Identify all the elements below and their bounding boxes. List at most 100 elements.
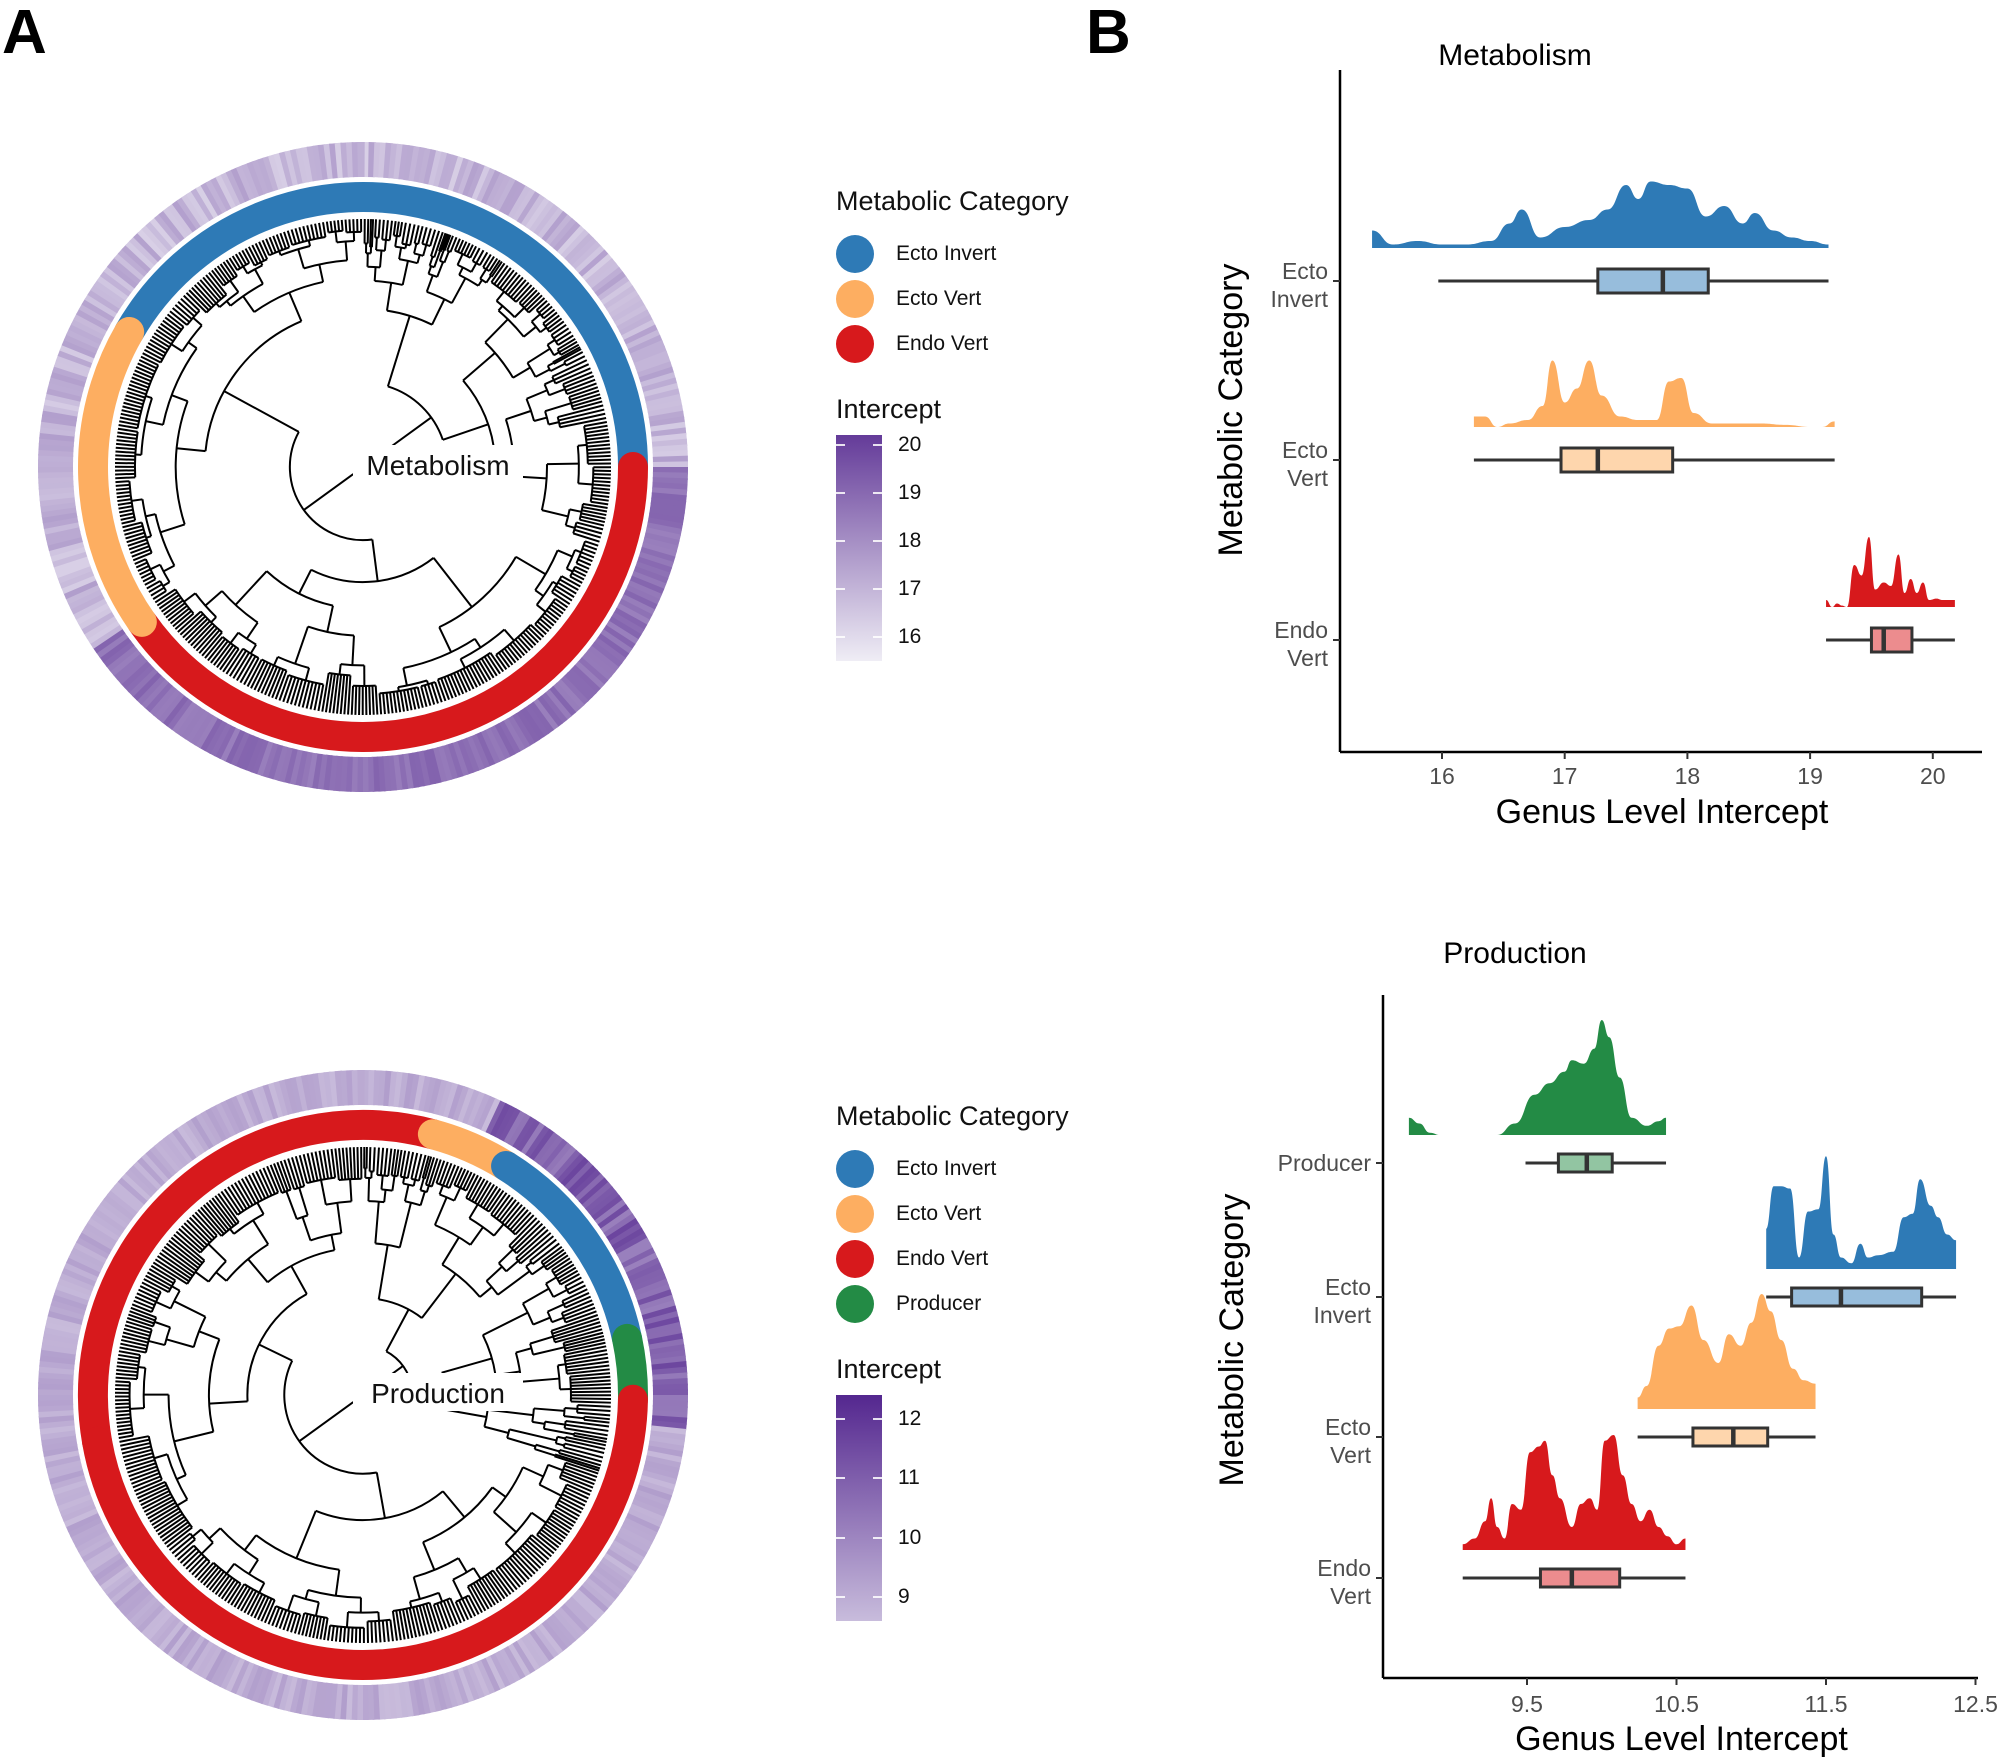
tree-branch — [509, 643, 523, 659]
tree-branch — [551, 1317, 600, 1335]
tree-branch — [535, 299, 548, 311]
tree-branch — [535, 1443, 560, 1453]
heatmap-cell — [577, 1585, 609, 1614]
heatmap-cell — [401, 1681, 414, 1718]
tree-branch — [196, 281, 217, 304]
tree-branch — [525, 294, 543, 311]
tree-branch — [159, 1518, 187, 1539]
tree-branch — [188, 1555, 205, 1573]
tree-branch — [148, 1339, 166, 1347]
tree-branch — [166, 313, 185, 328]
heatmap-cell — [631, 570, 667, 591]
tree-branch — [534, 589, 544, 597]
tree-branch — [530, 313, 541, 323]
heatmap-cell — [57, 1276, 93, 1296]
heatmap-cell — [528, 1629, 555, 1663]
tree-branch — [570, 1379, 611, 1384]
tree-branch — [512, 366, 531, 379]
tree-branch — [163, 1245, 197, 1272]
tree-branch — [564, 1442, 605, 1455]
heatmap-cell — [490, 1102, 513, 1138]
tree-branch — [116, 490, 131, 495]
tree-branch — [163, 564, 175, 573]
heatmap-cell — [184, 1637, 210, 1671]
heatmap-cell — [474, 1659, 496, 1695]
tree-branch — [506, 645, 520, 661]
tree-branch — [172, 610, 192, 628]
heatmap-cell — [316, 1681, 328, 1718]
heatmap-cell — [58, 569, 95, 589]
heatmap-cell — [53, 359, 90, 378]
tree-branch — [137, 362, 156, 373]
tree-branch — [495, 1568, 515, 1593]
tree-branch — [149, 1504, 178, 1523]
tree-branch — [131, 1303, 153, 1313]
tree-branch — [310, 1152, 319, 1181]
heatmap-cell — [61, 574, 97, 594]
heatmap-cell — [194, 1642, 218, 1677]
tree-branch — [439, 1601, 451, 1628]
heatmap-cell — [549, 1146, 578, 1178]
heatmap-cell — [293, 1678, 308, 1715]
tree-branch — [193, 284, 215, 307]
heatmap-cell — [644, 388, 681, 404]
heatmap-cell — [647, 517, 684, 531]
box-iqr — [1790, 1286, 1924, 1308]
tree-branch — [162, 319, 180, 334]
tree-branch — [586, 439, 610, 445]
tree-branch — [128, 1313, 155, 1325]
tree-branch — [430, 682, 439, 704]
heatmap-cell — [574, 661, 605, 690]
heatmap-cell — [640, 1299, 676, 1317]
tree-branch — [542, 311, 558, 325]
heatmap-cell — [608, 294, 643, 319]
tree-branch — [544, 1420, 566, 1426]
heatmap-cell — [643, 382, 679, 399]
tree-branch — [527, 626, 542, 641]
tree-branch — [535, 368, 551, 378]
tree-branch — [398, 258, 418, 265]
tree-branch — [338, 1148, 344, 1180]
tree-branch — [237, 631, 257, 646]
tree-branch — [469, 1584, 487, 1612]
tree-branch — [116, 435, 137, 440]
tree-branch — [578, 503, 584, 520]
tree-branch — [230, 1583, 246, 1606]
heatmap-cell — [45, 1458, 82, 1474]
x-tick-label: 19 — [1797, 763, 1823, 789]
heatmap-cell — [39, 431, 75, 442]
heatmap-cell — [622, 1517, 658, 1539]
tree-branch — [580, 512, 606, 520]
tree-branch — [338, 1626, 343, 1643]
heatmap-cell — [95, 1560, 129, 1587]
heatmap-cell — [499, 180, 523, 215]
heatmap-cell — [485, 172, 507, 208]
heatmap-cell — [246, 161, 266, 197]
tree-branch — [118, 1353, 140, 1360]
heatmap-cell — [411, 1679, 426, 1716]
heatmap-cell — [260, 1670, 279, 1706]
tree-branch — [229, 280, 240, 293]
tree-branch — [569, 1376, 572, 1402]
tree-branch — [285, 1190, 298, 1220]
heatmap-cell — [300, 146, 315, 183]
tree-branch — [122, 521, 143, 529]
heatmap-cell — [642, 537, 679, 553]
heatmap-cell — [416, 1678, 431, 1715]
heatmap-cell — [63, 578, 99, 600]
heatmap-cell — [277, 1674, 293, 1711]
tree-branch — [430, 255, 435, 259]
tree-branch — [324, 673, 333, 713]
tree-branch — [177, 1544, 195, 1561]
tree-branch — [334, 1626, 339, 1642]
heatmap-cell — [40, 1433, 77, 1446]
heatmap-cell — [80, 1538, 115, 1563]
tree-branch — [145, 1274, 171, 1291]
tree-branch — [461, 1598, 473, 1619]
tree-branch — [208, 272, 228, 296]
tree-branch — [294, 228, 301, 244]
heatmap-cell — [416, 750, 431, 787]
heatmap-cell — [251, 1087, 271, 1123]
tree-branch — [554, 598, 569, 609]
tree-branch — [128, 1382, 135, 1436]
